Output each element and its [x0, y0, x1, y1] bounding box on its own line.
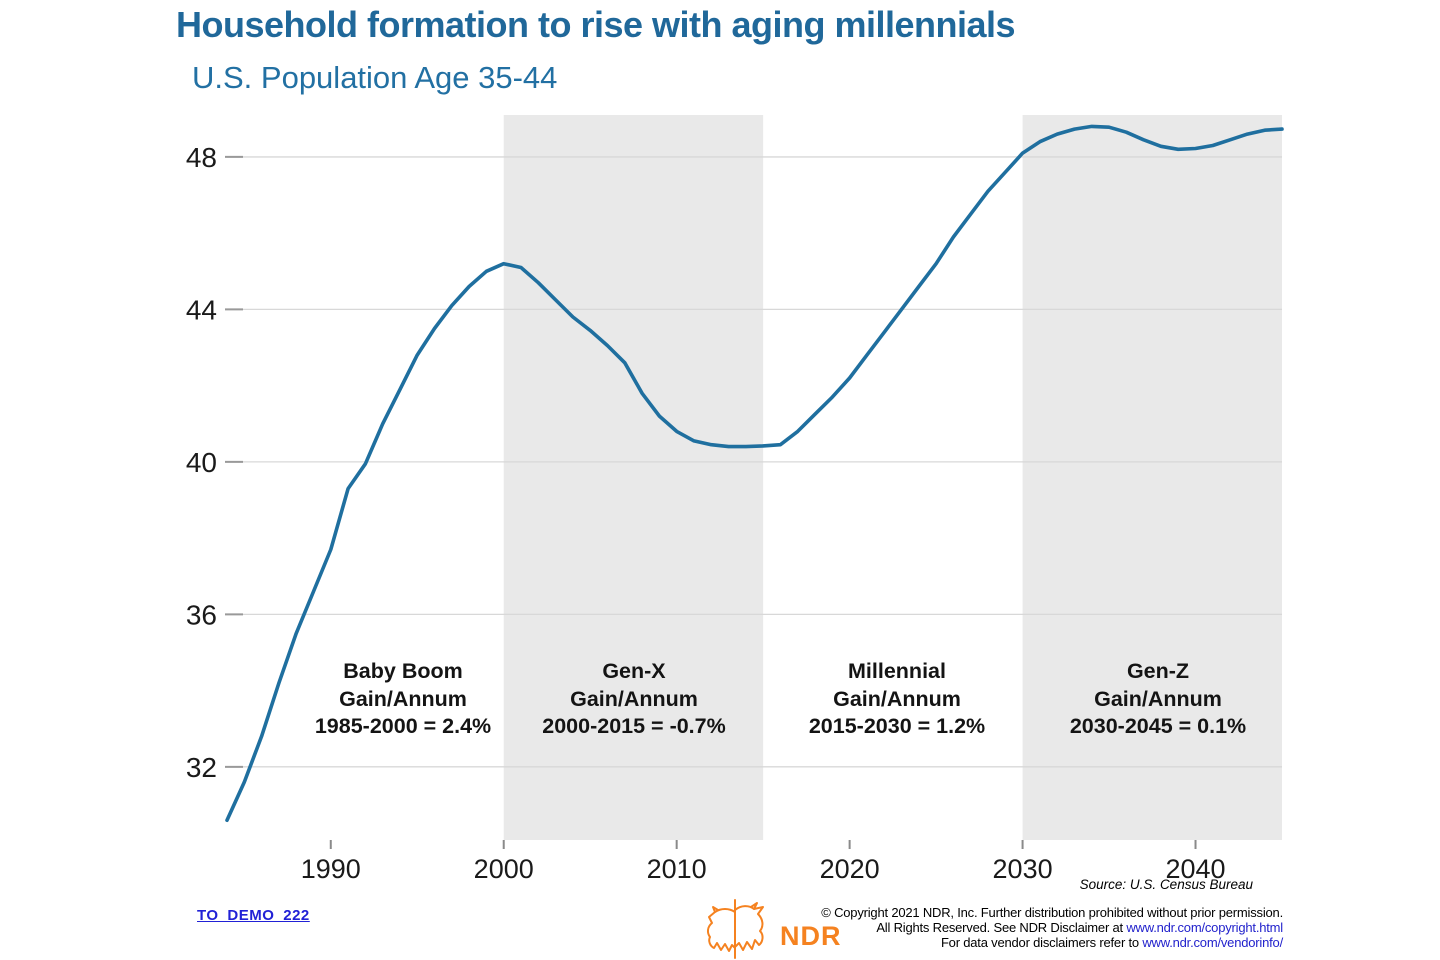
annotation-generation: Gen-Z [1126, 659, 1190, 683]
x-tick-label: 2010 [647, 854, 707, 884]
source-note: Source: U.S. Census Bureau [1079, 877, 1253, 892]
ndr-vendorinfo-link[interactable]: www.ndr.com/vendorinfo/ [1142, 935, 1283, 951]
x-tick-label: 2020 [820, 854, 880, 884]
shaded-band [1022, 115, 1282, 840]
copyright-block: © Copyright 2021 NDR, Inc. Further distr… [821, 905, 1283, 951]
annotation-value: 1985-2000 = 2.4% [314, 714, 492, 738]
annotation-millennial: Millennial Gain/Annum 2015-2030 = 1.2% [757, 658, 1037, 741]
x-tick-label: 2000 [474, 854, 534, 884]
ndr-copyright-link[interactable]: www.ndr.com/copyright.html [1126, 920, 1283, 936]
annotation-generation: Gen-X [602, 659, 666, 683]
annotation-value: 2015-2030 = 1.2% [808, 714, 986, 738]
chart-subtitle: U.S. Population Age 35-44 [192, 60, 558, 95]
annotation-label: Gain/Annum [833, 686, 961, 711]
y-tick-label: 36 [186, 599, 217, 630]
annotation-gen-z: Gen-Z Gain/Annum 2030-2045 = 0.1% [1018, 658, 1298, 741]
ndr-logo-text: NDR [780, 920, 842, 951]
annotation-value: 2030-2045 = 0.1% [1069, 714, 1247, 738]
ndr-bull-bear-icon [706, 899, 764, 959]
population-age-35-44-line [225, 124, 1284, 822]
annotation-generation: Baby Boom [343, 659, 463, 683]
annotation-value: 2000-2015 = -0.7% [542, 714, 726, 738]
annotation-label: Gain/Annum [570, 686, 698, 711]
annotation-label: Gain/Annum [339, 686, 467, 711]
annotation-label: Gain/Annum [1094, 686, 1222, 711]
annotation-baby-boom: Baby Boom Gain/Annum 1985-2000 = 2.4% [263, 658, 543, 741]
copyright-line2: All Rights Reserved. See NDR Disclaimer … [821, 920, 1283, 935]
x-tick-label: 1990 [301, 854, 361, 884]
ndr-logo: NDR [700, 898, 842, 960]
y-tick-label: 48 [186, 142, 217, 173]
annotation-gen-x: Gen-X Gain/Annum 2000-2015 = -0.7% [494, 658, 774, 741]
x-tick-label: 2040 [1165, 854, 1225, 884]
annotation-generation: Millennial [848, 659, 946, 683]
copyright-line3-text: For data vendor disclaimers refer to [940, 935, 1143, 951]
copyright-line3: For data vendor disclaimers refer to www… [821, 935, 1283, 950]
copyright-line2-text: All Rights Reserved. See NDR Disclaimer … [876, 920, 1127, 936]
copyright-line1: © Copyright 2021 NDR, Inc. Further distr… [821, 905, 1283, 920]
chart-title: Household formation to rise with aging m… [176, 4, 1016, 45]
y-tick-label: 44 [186, 294, 217, 325]
y-tick-label: 32 [186, 752, 217, 783]
shaded-band [503, 115, 764, 840]
x-tick-label: 2030 [993, 854, 1053, 884]
y-tick-label: 40 [186, 447, 217, 478]
chart-id-link[interactable]: TO_DEMO_222 [197, 907, 310, 924]
